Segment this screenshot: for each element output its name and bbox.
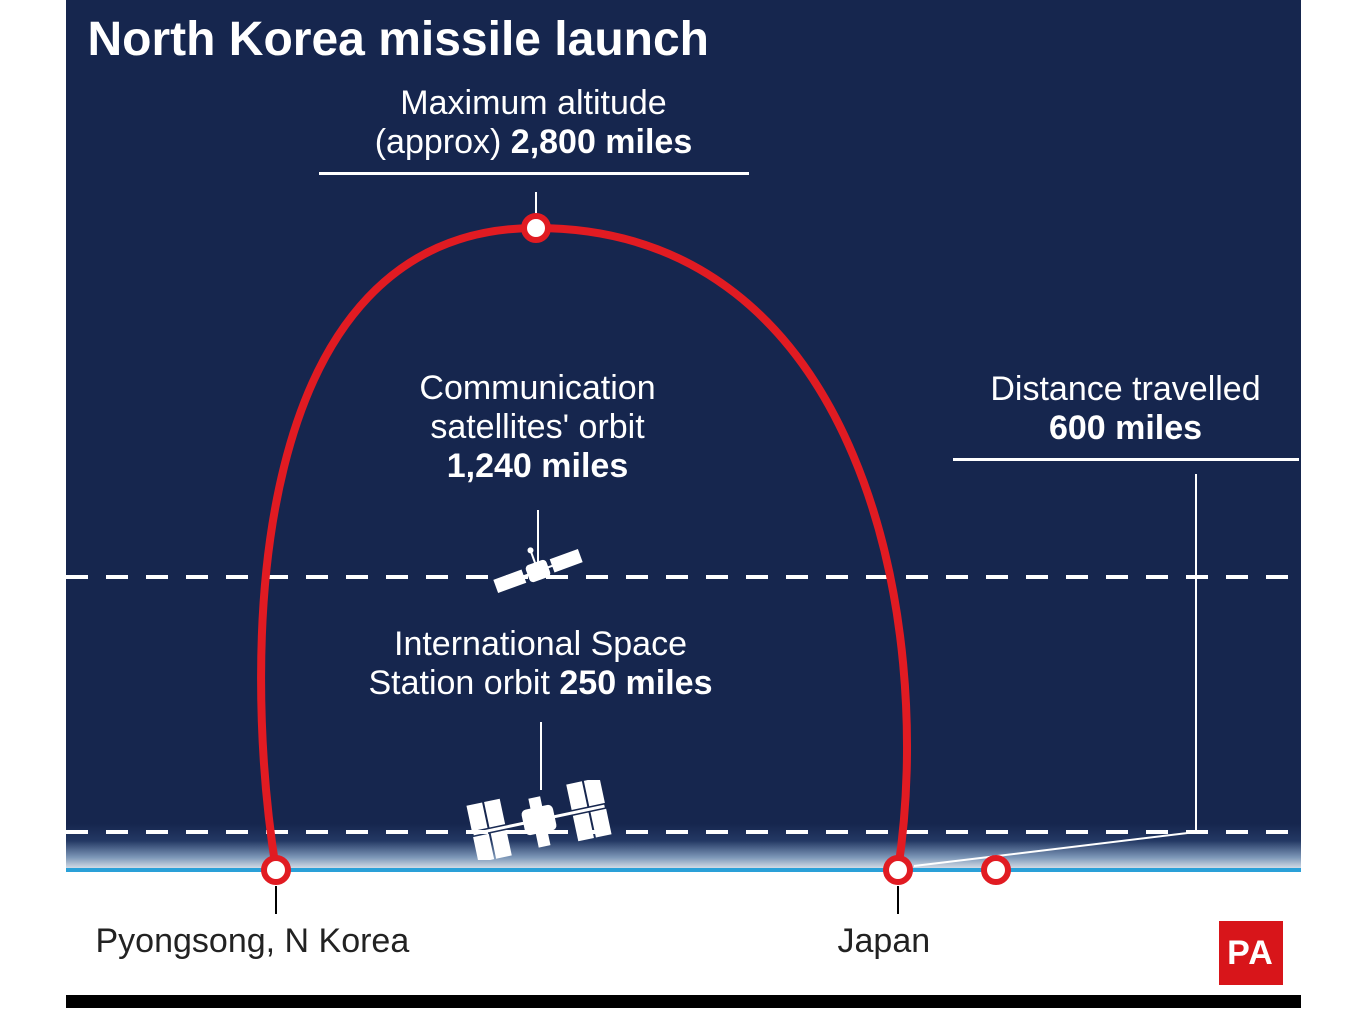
satellite-icon [490, 545, 586, 597]
launch-tick [275, 886, 277, 914]
max-altitude-label: Maximum altitude (approx) 2,800 miles [304, 84, 764, 175]
impact-tick [897, 886, 899, 914]
max-altitude-underline [319, 172, 749, 175]
comm-sat-line2: satellites' orbit [430, 408, 644, 446]
max-altitude-prefix: (approx) [375, 123, 511, 161]
iss-icon [464, 780, 614, 860]
distance-value: 600 miles [1049, 409, 1202, 447]
label-connectors [536, 192, 1196, 866]
max-altitude-value: 2,800 miles [511, 123, 692, 161]
comm-sat-label: Communication satellites' orbit 1,240 mi… [358, 369, 718, 486]
iss-line1: International Space [394, 625, 687, 663]
distance-label: Distance travelled 600 miles [946, 370, 1306, 461]
trajectory-markers [264, 216, 1008, 882]
impact-x-label: Japan [838, 922, 1038, 961]
japan-marker [984, 858, 1008, 882]
comm-sat-line1: Communication [419, 369, 655, 407]
iss-line2-prefix: Station orbit [368, 664, 559, 702]
iss-value: 250 miles [559, 664, 712, 702]
pa-logo: PA [1219, 921, 1283, 985]
distance-underline [953, 458, 1299, 461]
iss-label: International Space Station orbit 250 mi… [321, 625, 761, 703]
apex-marker [524, 216, 548, 240]
footer-bar [66, 995, 1301, 1008]
infographic-root: North Korea missile launch Maximum altit… [66, 0, 1301, 1008]
distance-line1: Distance travelled [990, 370, 1260, 408]
launch-marker [264, 858, 288, 882]
comm-sat-value: 1,240 miles [447, 447, 628, 485]
distance-connector [914, 474, 1196, 866]
launch-x-label: Pyongsong, N Korea [96, 922, 476, 961]
max-altitude-line1: Maximum altitude [400, 84, 666, 122]
impact-marker [886, 858, 910, 882]
